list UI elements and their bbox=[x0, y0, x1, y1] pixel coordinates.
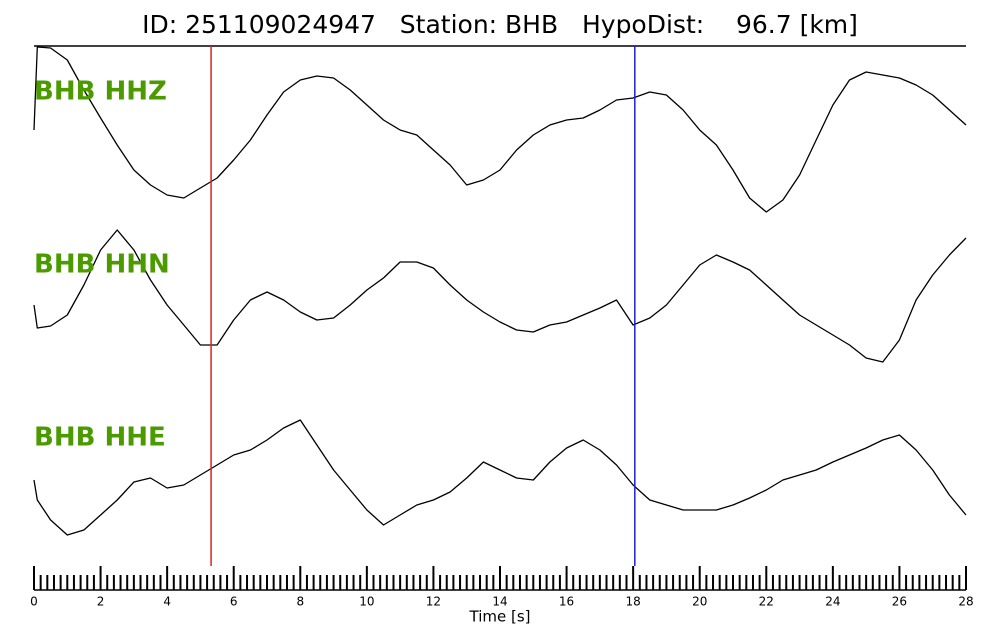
x-tick-label: 2 bbox=[97, 595, 105, 609]
trace-label: BHB HHN bbox=[34, 250, 170, 280]
x-tick-label: 22 bbox=[759, 595, 774, 609]
x-tick-label: 12 bbox=[426, 595, 441, 609]
trace-label: BHB HHE bbox=[34, 423, 166, 453]
trace bbox=[33, 229, 967, 363]
x-tick-label: 26 bbox=[892, 595, 907, 609]
trace bbox=[33, 46, 967, 213]
x-tick-label: 4 bbox=[163, 595, 171, 609]
x-tick-label: 14 bbox=[492, 595, 507, 609]
x-tick-label: 24 bbox=[825, 595, 840, 609]
x-tick-label: 20 bbox=[692, 595, 707, 609]
x-axis-label: Time [s] bbox=[469, 608, 531, 626]
x-tick-label: 8 bbox=[296, 595, 304, 609]
x-tick-label: 18 bbox=[626, 595, 641, 609]
trace bbox=[33, 419, 967, 536]
x-tick-label: 16 bbox=[559, 595, 574, 609]
x-tick-label: 0 bbox=[30, 595, 38, 609]
x-tick-label: 28 bbox=[958, 595, 973, 609]
trace-label: BHB HHZ bbox=[34, 77, 167, 107]
chart-title: ID: 251109024947 Station: BHB HypoDist: … bbox=[142, 10, 858, 39]
x-tick-label: 6 bbox=[230, 595, 238, 609]
x-tick-label: 10 bbox=[359, 595, 374, 609]
